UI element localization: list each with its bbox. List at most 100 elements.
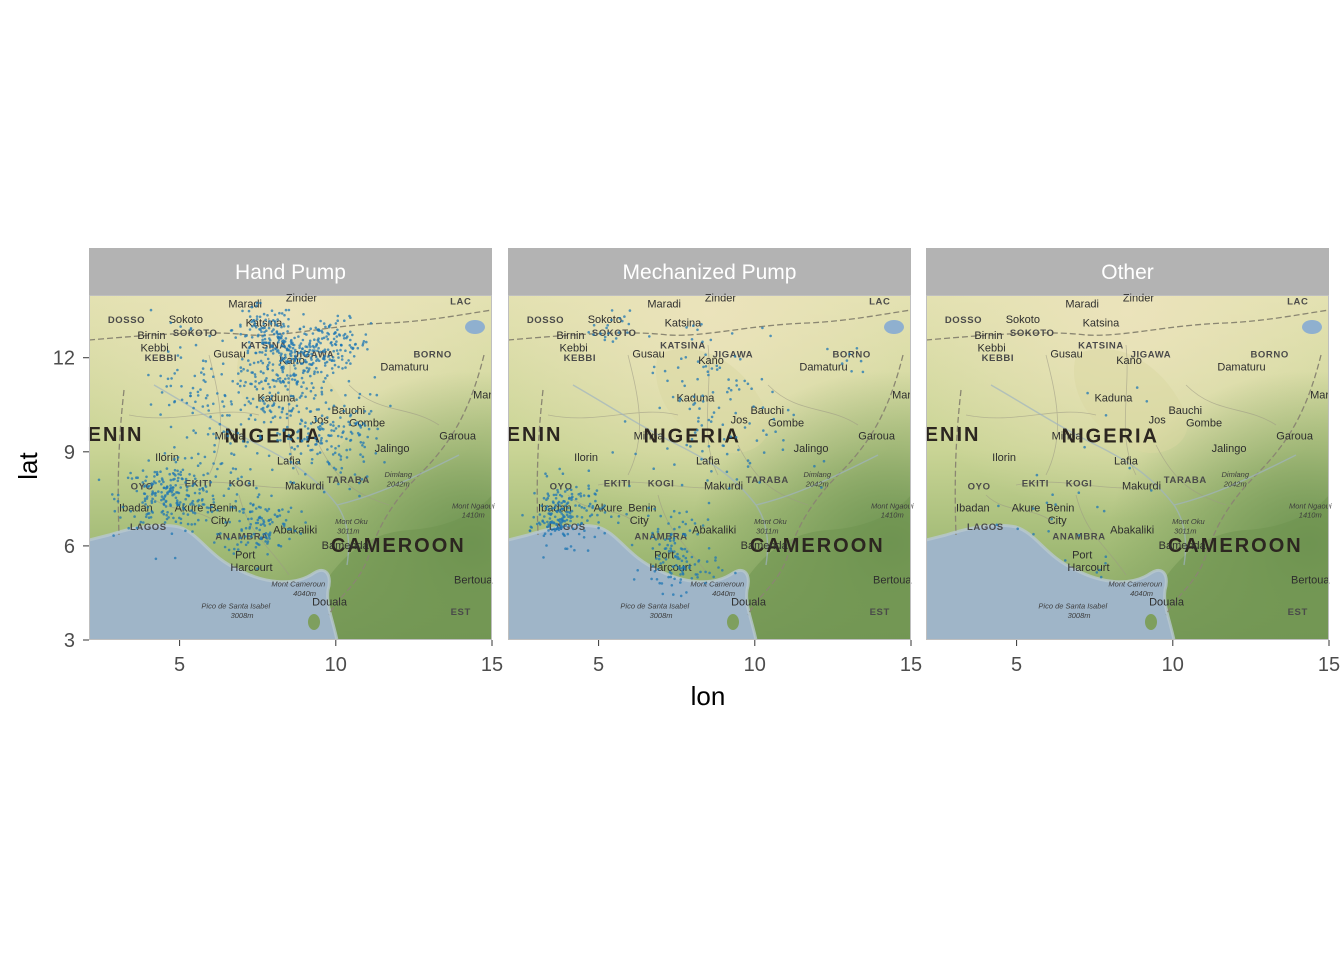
data-point-hand-pump-937 [263, 402, 266, 405]
city-label-benin: Benin [1046, 502, 1074, 514]
data-point-mechanized-pump-28 [521, 513, 524, 517]
data-point-mechanized-pump-89 [574, 504, 577, 507]
data-point-hand-pump-978 [356, 421, 359, 424]
data-point-mechanized-pump-173 [561, 507, 565, 511]
data-point-mechanized-pump-1 [571, 527, 575, 531]
city-label-port: Port [1072, 549, 1092, 561]
city-label-jos: Jos [731, 415, 749, 427]
data-point-hand-pump-349 [354, 342, 357, 346]
data-point-hand-pump-806 [276, 438, 279, 442]
data-point-hand-pump-497 [153, 500, 157, 503]
city-label-kaduna: Kaduna [1094, 393, 1133, 405]
data-point-mechanized-pump-47 [588, 502, 592, 506]
data-point-hand-pump-533 [184, 477, 188, 481]
data-point-mechanized-pump-301 [681, 520, 685, 524]
data-point-mechanized-pump-392 [735, 478, 739, 481]
data-point-other-14 [1104, 414, 1108, 417]
data-point-hand-pump-124 [309, 345, 312, 348]
data-point-mechanized-pump-369 [733, 355, 737, 358]
data-point-mechanized-pump-29 [568, 496, 571, 500]
data-point-hand-pump-921 [340, 358, 344, 361]
data-point-hand-pump-244 [277, 340, 280, 344]
peak-label-mont-cameroun: Mont Cameroun [690, 580, 744, 589]
city-label-gusau: Gusau [1050, 349, 1082, 361]
data-point-hand-pump-677 [263, 524, 267, 527]
data-point-hand-pump-134 [300, 376, 304, 380]
data-point-hand-pump-502 [153, 470, 157, 474]
data-point-hand-pump-646 [256, 518, 260, 522]
data-point-hand-pump-915 [218, 422, 222, 426]
data-point-hand-pump-880 [249, 382, 252, 386]
data-point-hand-pump-870 [295, 398, 298, 401]
data-point-hand-pump-334 [349, 330, 352, 334]
data-point-mechanized-pump-39 [542, 496, 546, 500]
data-point-hand-pump-301 [322, 336, 326, 340]
data-point-mechanized-pump-188 [569, 519, 572, 523]
data-point-hand-pump-648 [289, 528, 292, 531]
data-point-hand-pump-268 [311, 344, 315, 348]
data-point-hand-pump-642 [268, 531, 272, 534]
data-point-hand-pump-1071 [220, 462, 224, 465]
data-point-hand-pump-861 [281, 406, 285, 410]
data-point-hand-pump-979 [367, 427, 371, 431]
data-point-hand-pump-352 [265, 329, 268, 332]
data-point-hand-pump-931 [292, 372, 296, 376]
city-label-minna: Minna [634, 430, 665, 442]
data-point-mechanized-pump-269 [685, 591, 688, 594]
data-point-hand-pump-470 [147, 516, 151, 519]
data-point-hand-pump-293 [314, 326, 318, 330]
data-point-hand-pump-854 [230, 402, 233, 406]
facet-panel-mechanized-pump: Mechanized Pump NIGERIA CAMEROON ENIN DOSSO S… [507, 248, 914, 640]
data-point-hand-pump-928 [249, 402, 252, 405]
peak-label-mont-ngaoui: Mont Ngaoui [452, 501, 495, 510]
data-point-hand-pump-295 [344, 366, 347, 369]
data-point-hand-pump-418 [239, 323, 242, 327]
data-point-mechanized-pump-250 [704, 581, 707, 585]
data-point-mechanized-pump-69 [579, 494, 583, 498]
data-point-mechanized-pump-114 [562, 500, 565, 503]
data-point-mechanized-pump-314 [737, 388, 741, 391]
data-point-hand-pump-967 [358, 481, 361, 485]
data-point-hand-pump-938 [239, 408, 243, 412]
data-point-mechanized-pump-101 [546, 492, 550, 495]
data-point-mechanized-pump-225 [659, 562, 662, 565]
data-point-hand-pump-232 [340, 354, 344, 358]
data-point-hand-pump-319 [305, 366, 309, 370]
data-point-hand-pump-219 [240, 369, 243, 373]
data-point-hand-pump-678 [273, 513, 277, 516]
data-point-hand-pump-307 [332, 349, 335, 353]
data-point-hand-pump-156 [264, 349, 268, 352]
data-point-mechanized-pump-77 [532, 515, 535, 519]
data-point-hand-pump-220 [281, 370, 285, 374]
data-point-hand-pump-1067 [169, 425, 173, 429]
data-point-hand-pump-374 [265, 346, 268, 350]
data-point-hand-pump-831 [255, 405, 259, 409]
data-point-mechanized-pump-186 [559, 527, 563, 530]
peak-label-2042m: 2042m [805, 479, 829, 488]
data-point-mechanized-pump-184 [560, 524, 563, 528]
data-point-hand-pump-25 [276, 318, 279, 321]
data-point-hand-pump-199 [271, 344, 275, 348]
data-point-hand-pump-737 [271, 520, 274, 524]
data-point-mechanized-pump-373 [786, 408, 790, 412]
data-point-hand-pump-378 [276, 349, 280, 352]
data-point-hand-pump-20 [309, 389, 313, 393]
data-point-mechanized-pump-432 [627, 322, 631, 326]
data-point-hand-pump-346 [305, 333, 308, 336]
data-point-hand-pump-815 [326, 416, 329, 419]
data-point-mechanized-pump-398 [696, 428, 699, 432]
data-point-hand-pump-417 [221, 339, 224, 343]
data-point-hand-pump-991 [179, 356, 183, 359]
data-point-hand-pump-756 [314, 436, 317, 440]
data-point-mechanized-pump-142 [587, 484, 590, 487]
data-point-mechanized-pump-291 [678, 511, 681, 515]
data-point-hand-pump-569 [145, 513, 148, 516]
data-point-hand-pump-216 [294, 354, 297, 358]
data-point-mechanized-pump-233 [650, 577, 653, 581]
data-point-hand-pump-145 [278, 377, 282, 380]
data-point-hand-pump-494 [179, 521, 183, 525]
data-point-hand-pump-269 [335, 349, 339, 352]
data-point-mechanized-pump-222 [688, 566, 691, 570]
data-point-hand-pump-694 [252, 532, 256, 536]
data-point-hand-pump-1053 [173, 556, 177, 560]
